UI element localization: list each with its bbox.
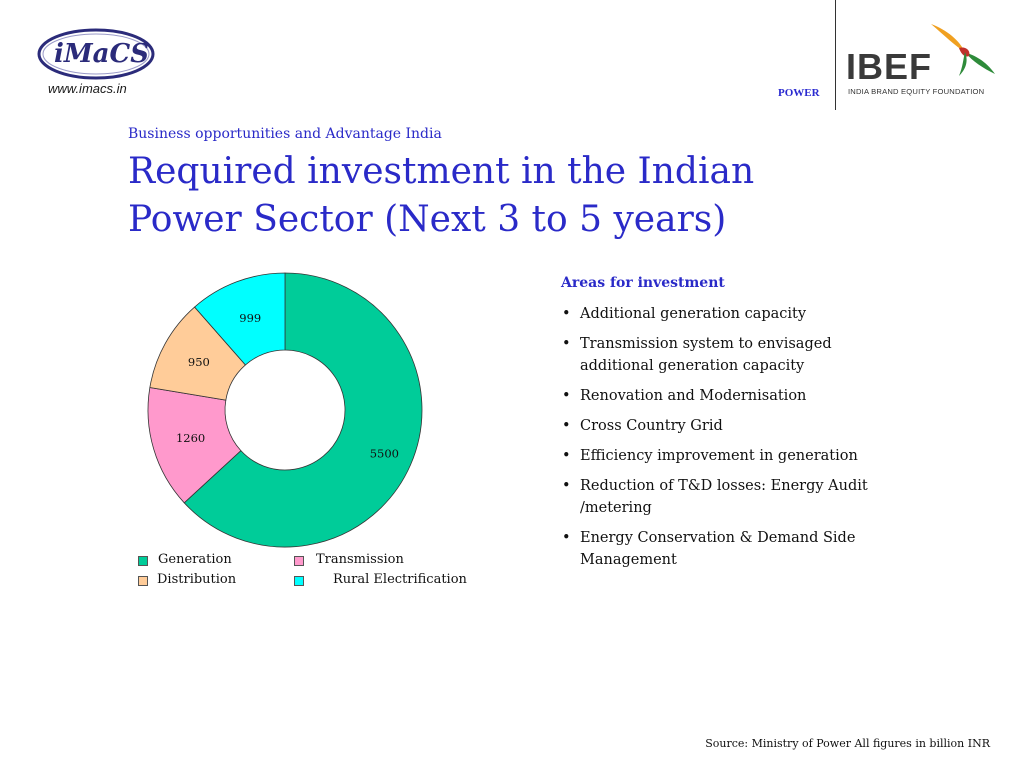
donut-slice-generation: [183, 272, 423, 548]
list-item: Cross Country Grid: [561, 415, 901, 437]
donut-label-rural-electrification: 999: [239, 311, 261, 325]
imacs-logo-text: iMaCS: [54, 39, 149, 69]
legend-label-generation: Generation: [158, 552, 232, 567]
donut-label-distribution: 950: [188, 355, 210, 369]
donut-label-generation: 5500: [370, 447, 399, 461]
page-title: Required investment in the Indian Power …: [128, 151, 755, 240]
legend-swatch-distribution: [138, 576, 148, 586]
legend-swatch-transmission: [294, 556, 304, 566]
ibef-tagline: INDIA BRAND EQUITY FOUNDATION: [848, 87, 985, 96]
section-label: POWER: [778, 87, 820, 99]
imacs-url[interactable]: www.imacs.in: [48, 81, 127, 96]
imacs-logo: iMaCS: [37, 28, 155, 80]
legend-swatch-rural-electrification: [294, 576, 304, 586]
legend-label-distribution: Distribution: [157, 572, 237, 587]
legend-label-rural-electrification: Rural Electrification: [333, 572, 467, 587]
ibef-wordmark: IBEF: [846, 46, 933, 87]
donut-label-transmission: 1260: [176, 431, 205, 445]
legend-swatch-generation: [138, 556, 148, 566]
bird-icon: [931, 24, 995, 76]
list-item: Transmission system to envisaged additio…: [561, 333, 901, 377]
list-item: Additional generation capacity: [561, 303, 901, 325]
list-item: Reduction of T&D losses: Energy Audit /m…: [561, 475, 901, 519]
chart-legend: Generation Transmission Distribution Rur…: [136, 552, 467, 592]
donut-slice-rural-electrification: [194, 272, 286, 366]
areas-heading: Areas for investment: [561, 275, 725, 291]
areas-list: Additional generation capacity Transmiss…: [561, 303, 901, 579]
source-note: Source: Ministry of Power All figures in…: [705, 737, 990, 750]
list-item: Energy Conservation & Demand Side Manage…: [561, 527, 901, 571]
list-item: Renovation and Modernisation: [561, 385, 901, 407]
page-subtitle: Business opportunities and Advantage Ind…: [128, 126, 442, 142]
list-item: Efficiency improvement in generation: [561, 445, 901, 467]
legend-label-transmission: Transmission: [316, 552, 404, 567]
header-divider: [835, 0, 836, 110]
investment-donut-chart: 5500 1260 950 999: [147, 272, 423, 548]
